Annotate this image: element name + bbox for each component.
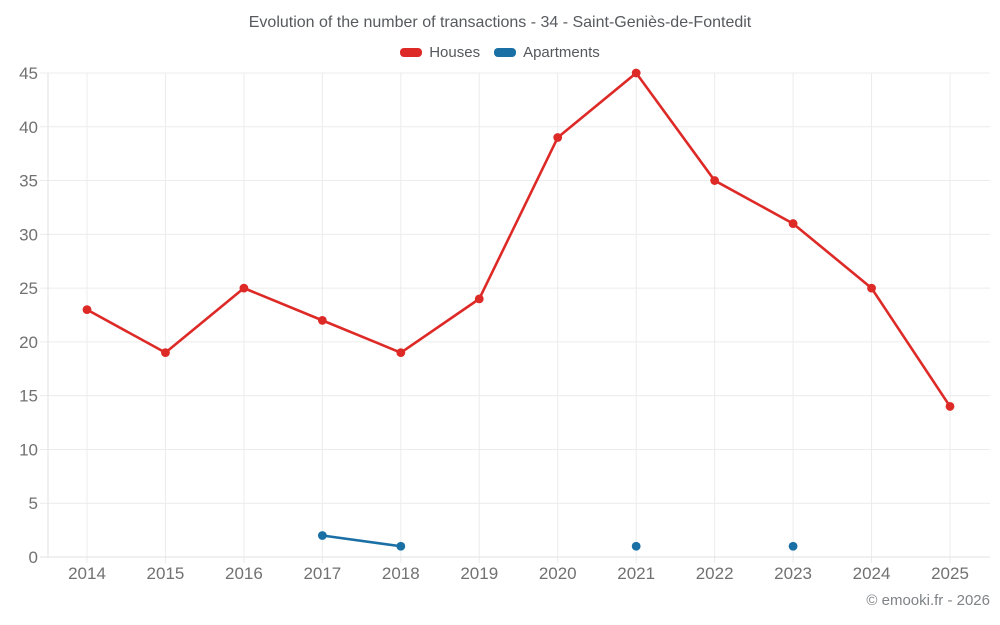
y-tick-label: 35 [19,172,38,191]
houses-swatch-icon [400,48,423,57]
y-grid: 0 5 10 15 20 25 30 35 40 45 [19,64,990,567]
y-tick-label: 10 [19,440,38,459]
houses-point[interactable] [239,283,249,293]
x-tick-label: 2020 [539,564,577,583]
legend-item-houses[interactable]: Houses [400,44,480,61]
houses-line-segment [400,297,481,354]
footer-credit: © emooki.fr - 2026 [866,592,990,609]
houses-line-segment [164,287,245,354]
legend-label-apartments: Apartments [523,44,600,61]
x-tick-label: 2014 [68,564,106,583]
houses-point[interactable] [161,348,170,358]
apartments-point[interactable] [396,541,406,551]
y-tick-label: 45 [19,64,38,83]
houses-line-segment [478,136,559,300]
y-tick-label: 15 [19,387,38,406]
houses-line-segment [321,319,402,354]
houses-point[interactable] [82,305,92,315]
x-tick-label: 2015 [147,564,185,583]
legend-label-houses: Houses [429,44,481,61]
houses-line-segment [86,308,167,354]
series-apartments [317,531,798,551]
x-tick-label: 2022 [696,564,734,583]
chart-legend: Houses Apartments [0,44,1000,61]
x-tick-label: 2023 [774,564,812,583]
apartments-swatch-icon [494,48,517,57]
chart-title: Evolution of the number of transactions … [248,14,752,31]
x-tick-label: 2018 [382,564,420,583]
houses-line-segment [792,222,873,290]
y-tick-label: 30 [19,225,38,244]
houses-point[interactable] [710,176,720,185]
y-tick-label: 5 [29,494,38,513]
houses-point[interactable] [945,402,955,411]
y-tick-label: 0 [29,548,38,567]
y-tick-label: 20 [19,333,38,352]
houses-line-segment [870,287,952,408]
x-tick-label: 2024 [853,564,891,583]
houses-point[interactable] [474,294,484,304]
houses-line-segment [714,179,794,225]
x-grid: 2014 2015 2016 2017 2018 2019 2020 2021 2022 2023… [68,73,969,583]
y-tick-label: 25 [19,279,38,298]
houses-point[interactable] [317,315,327,325]
x-tick-label: 2021 [617,564,655,583]
houses-line-segment [243,286,323,322]
houses-point[interactable] [396,348,406,358]
apartments-line-segment [322,534,401,548]
series-houses [82,68,955,411]
legend-item-apartments[interactable]: Apartments [494,44,600,61]
apartments-point[interactable] [317,531,327,540]
houses-point[interactable] [553,133,563,142]
x-tick-label: 2017 [303,564,341,583]
houses-line-segment [635,72,716,182]
apartments-point[interactable] [788,541,798,551]
houses-point[interactable] [788,219,798,228]
x-tick-label: 2019 [460,564,498,583]
y-tick-label: 40 [19,118,38,137]
houses-line-segment [556,71,638,139]
apartments-point[interactable] [631,541,641,551]
houses-point[interactable] [867,283,876,293]
x-tick-label: 2025 [931,564,969,583]
x-tick-label: 2016 [225,564,263,583]
houses-point[interactable] [631,68,641,78]
